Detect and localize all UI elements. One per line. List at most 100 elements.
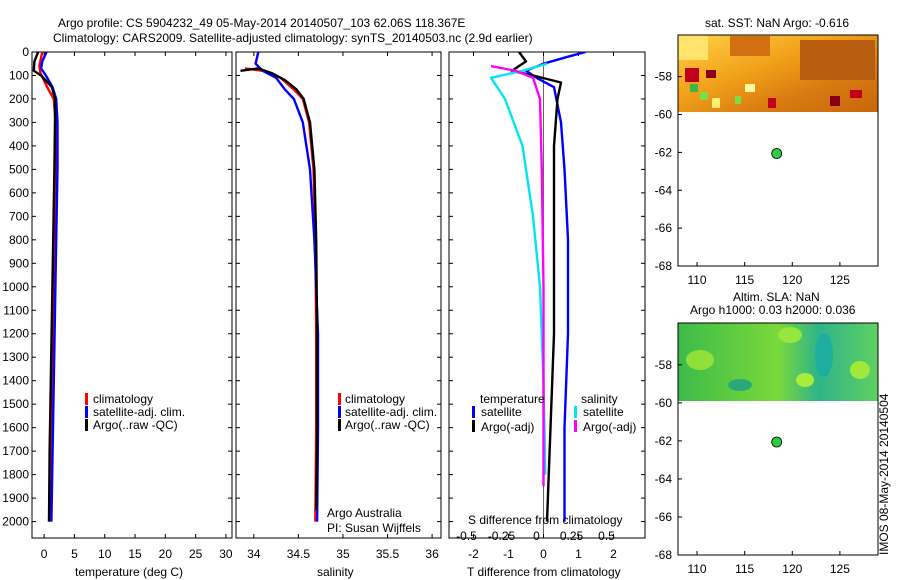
lat-tick-label: -64 [655, 472, 673, 486]
lat-tick-label: -62 [655, 434, 673, 448]
x-tick-label: 34 [247, 547, 261, 561]
depth-tick-label: 1800 [2, 468, 29, 482]
temperature-legend: climatology satellite-adj. clim. Argo(..… [85, 392, 185, 432]
lon-tick-label: 110 [687, 562, 706, 576]
legend-swatch-blue [85, 406, 88, 418]
lat-tick-label: -62 [655, 145, 673, 159]
legend-swatch-black [472, 420, 475, 432]
x-tick-label: 2 [610, 547, 617, 561]
x-tick-label: 20 [159, 547, 173, 561]
x-tick-label: 35 [336, 547, 350, 561]
difference-axes-frame [448, 51, 646, 539]
temperature-panel: 0100200300400500600700800900100011001200… [2, 45, 233, 579]
series-line [32, 52, 57, 522]
depth-tick-label: 2000 [2, 515, 29, 529]
s-tick-label: -0.25 [488, 529, 516, 543]
legend-climatology: climatology [345, 392, 405, 406]
lat-tick-label: -60 [655, 396, 673, 410]
legend-swatch-red [85, 393, 88, 405]
x-tick-label: 1 [575, 547, 582, 561]
depth-tick-label: 1200 [2, 327, 29, 341]
x-tick-label: 10 [98, 547, 112, 561]
lat-tick-label: -60 [655, 108, 673, 122]
x-tick-label: 0 [41, 547, 48, 561]
s-diff-tick-labels: -0.5 -0.25 0 0.25 0.5 [456, 529, 615, 543]
x-tick-label: 34.5 [287, 547, 311, 561]
salinity-xlabel: salinity [317, 565, 354, 579]
difference-y-ticks [449, 51, 645, 523]
sla-map-subtitle: Argo h1000: 0.03 h2000: 0.036 [690, 303, 856, 317]
x-tick-label: 25 [189, 547, 203, 561]
x-tick-label: 35.5 [376, 547, 400, 561]
legend-title-temperature: temperature [480, 392, 545, 406]
depth-tick-label: 100 [9, 68, 29, 82]
depth-tick-label: 200 [9, 92, 29, 106]
depth-tick-label: 300 [9, 115, 29, 129]
s-diff-label: S difference from climatology [468, 513, 623, 527]
temperature-axes-frame [31, 51, 233, 539]
salinity-profiles [240, 52, 320, 522]
difference-profiles [489, 52, 586, 538]
depth-tick-label: 1300 [2, 350, 29, 364]
depth-tick-label: 1700 [2, 444, 29, 458]
lat-tick-label: -58 [655, 358, 673, 372]
lat-tick-label: -58 [655, 70, 673, 84]
lon-tick-label: 125 [830, 273, 850, 287]
sst-map-frame [677, 34, 879, 267]
difference-panel: -2 -1 0 1 2 S difference from climatology -0… [448, 51, 646, 579]
legend-title-salinity: salinity [581, 392, 618, 406]
lat-tick-label: -66 [655, 221, 673, 235]
legend-swatch-black [85, 419, 88, 431]
sst-map-ticks: 110 115 120 125 -58 -60 -62 -64 -66 -68 [655, 70, 851, 287]
sla-map-title: Altim. SLA: NaN [733, 290, 820, 304]
legend-satellite-adj: satellite-adj. clim. [93, 405, 185, 419]
temperature-xlabel: temperature (deg C) [75, 565, 183, 579]
lon-tick-label: 120 [782, 562, 802, 576]
legend-climatology: climatology [93, 392, 153, 406]
sst-map-panel: sat. SST: NaN Argo: -0.616 110 115 120 125 -… [655, 16, 879, 287]
series-line [240, 67, 319, 510]
sst-data-patches [678, 35, 875, 108]
lat-tick-label: -68 [655, 259, 673, 273]
sla-map-panel: Altim. SLA: NaN Argo h1000: 0.03 h2000: … [655, 290, 879, 576]
depth-tick-label: 700 [9, 209, 29, 223]
sla-argo-marker [771, 436, 783, 448]
x-tick-label: 0 [540, 547, 547, 561]
legend-swatch-red [338, 393, 341, 405]
x-tick-label: -2 [468, 547, 479, 561]
depth-tick-label: 500 [9, 162, 29, 176]
sla-map-ticks: 110 115 120 125 -58 -60 -62 -64 -66 -68 [655, 358, 851, 576]
pi-note: PI: Susan Wijffels [327, 521, 421, 535]
series-line [39, 52, 59, 522]
t-diff-label: T difference from climatology [467, 565, 621, 579]
depth-tick-label: 1400 [2, 374, 29, 388]
lon-tick-label: 115 [735, 273, 754, 287]
x-tick-label: 15 [128, 547, 142, 561]
temperature-profiles [32, 52, 59, 522]
legend-argo: Argo(..raw -QC) [93, 418, 178, 432]
legend-t-argo: Argo(-adj) [481, 420, 534, 434]
legend-satellite-adj: satellite-adj. clim. [345, 405, 437, 419]
depth-tick-label: 0 [22, 45, 29, 59]
lon-tick-label: 120 [782, 273, 802, 287]
lon-tick-label: 110 [687, 273, 706, 287]
legend-swatch-cyan [574, 406, 577, 418]
depth-tick-label: 800 [9, 233, 29, 247]
depth-tick-label: 1500 [2, 397, 29, 411]
sst-argo-marker [771, 148, 783, 159]
x-tick-label: 5 [71, 547, 78, 561]
depth-tick-label: 600 [9, 186, 29, 200]
difference-legend: temperature salinity satellite Argo(-adj… [472, 392, 636, 434]
figure-title-line2: Climatology: CARS2009. Satellite-adjuste… [53, 31, 533, 45]
figure-title-line1: Argo profile: CS 5904232_49 05-May-2014 … [58, 16, 465, 30]
legend-swatch-magenta [574, 420, 577, 432]
lat-tick-label: -64 [655, 183, 673, 197]
temperature-x-ticks: 0 5 10 15 20 25 30 [41, 52, 233, 561]
salinity-x-ticks: 34 34.5 35 35.5 36 [247, 52, 439, 561]
salinity-y-ticks [236, 51, 441, 523]
depth-tick-label: 400 [9, 139, 29, 153]
sst-map-title: sat. SST: NaN Argo: -0.616 [705, 16, 849, 30]
salinity-axes-frame [235, 51, 442, 539]
salinity-panel: 34 34.5 35 35.5 36 salinity climatology sate… [235, 51, 442, 579]
